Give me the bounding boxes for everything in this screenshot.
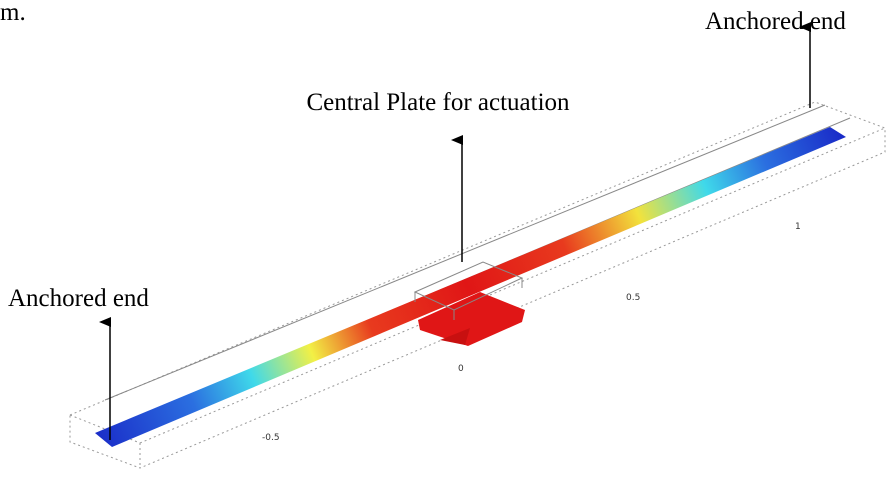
axis-label: 1 — [795, 222, 801, 232]
beam — [95, 127, 846, 447]
axis-label: -0.5 — [262, 433, 280, 443]
axis-label: 0 — [458, 364, 464, 374]
fragment-text: m. — [0, 0, 26, 26]
diagram: m. Anchored end Central Plate for actuat… — [0, 0, 895, 477]
annotation-label: Central Plate for actuation — [306, 89, 570, 116]
annotation-label: Anchored end — [705, 8, 846, 35]
axis-label: 0.5 — [626, 293, 640, 303]
annotation-label: Anchored end — [8, 285, 149, 312]
